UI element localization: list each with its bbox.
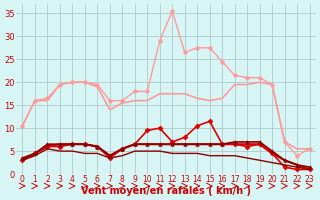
X-axis label: Vent moyen/en rafales ( km/h ): Vent moyen/en rafales ( km/h ) xyxy=(81,186,251,196)
